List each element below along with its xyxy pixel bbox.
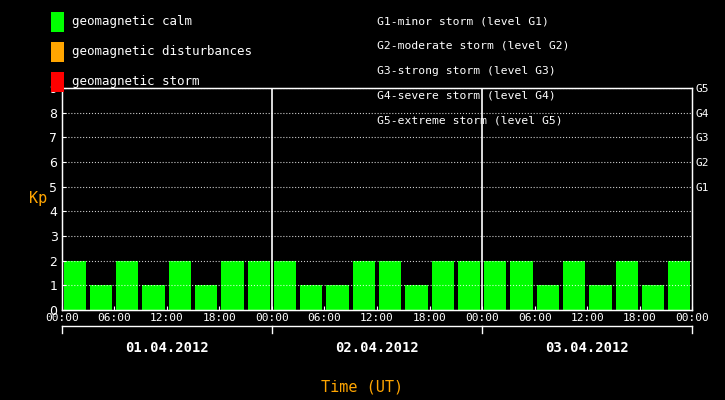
Text: Time (UT): Time (UT) [321,379,404,394]
Bar [589,285,612,310]
Bar [484,261,507,310]
Text: 02.04.2012: 02.04.2012 [335,341,419,355]
Bar [379,261,402,310]
Bar [90,285,112,310]
Bar [300,285,323,310]
Bar [195,285,218,310]
Bar [116,261,138,310]
Text: G2-moderate storm (level G2): G2-moderate storm (level G2) [377,41,570,51]
Bar [668,261,690,310]
Bar [247,261,270,310]
Bar [274,261,297,310]
Text: 03.04.2012: 03.04.2012 [545,341,629,355]
Bar [169,261,191,310]
Bar [616,261,638,310]
Y-axis label: Kp: Kp [29,192,47,206]
Text: G5-extreme storm (level G5): G5-extreme storm (level G5) [377,115,563,125]
Bar [221,261,244,310]
Bar [326,285,349,310]
Bar [352,261,375,310]
Bar [457,261,480,310]
Text: geomagnetic storm: geomagnetic storm [72,76,200,88]
Text: G4-severe storm (level G4): G4-severe storm (level G4) [377,90,556,100]
Text: geomagnetic disturbances: geomagnetic disturbances [72,46,252,58]
Bar [563,261,585,310]
Bar [536,285,559,310]
Text: G1-minor storm (level G1): G1-minor storm (level G1) [377,16,549,26]
Bar [642,285,664,310]
Bar [142,285,165,310]
Text: geomagnetic calm: geomagnetic calm [72,16,193,28]
Text: G3-strong storm (level G3): G3-strong storm (level G3) [377,66,556,76]
Bar [510,261,533,310]
Bar [64,261,86,310]
Bar [405,285,428,310]
Bar [431,261,454,310]
Text: 01.04.2012: 01.04.2012 [125,341,209,355]
